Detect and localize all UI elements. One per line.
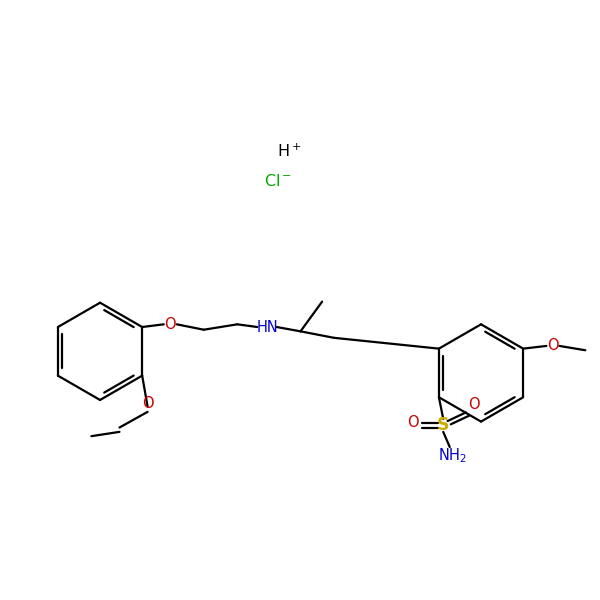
Text: O: O <box>547 338 559 353</box>
Text: O: O <box>142 396 154 411</box>
Text: O: O <box>467 397 479 412</box>
Text: O: O <box>407 415 419 430</box>
Text: O: O <box>164 317 176 332</box>
Text: NH$_2$: NH$_2$ <box>438 446 467 465</box>
Text: H$^+$: H$^+$ <box>277 143 301 160</box>
Text: HN: HN <box>256 320 278 335</box>
Text: S: S <box>437 416 449 434</box>
Text: Cl$^-$: Cl$^-$ <box>265 173 292 189</box>
